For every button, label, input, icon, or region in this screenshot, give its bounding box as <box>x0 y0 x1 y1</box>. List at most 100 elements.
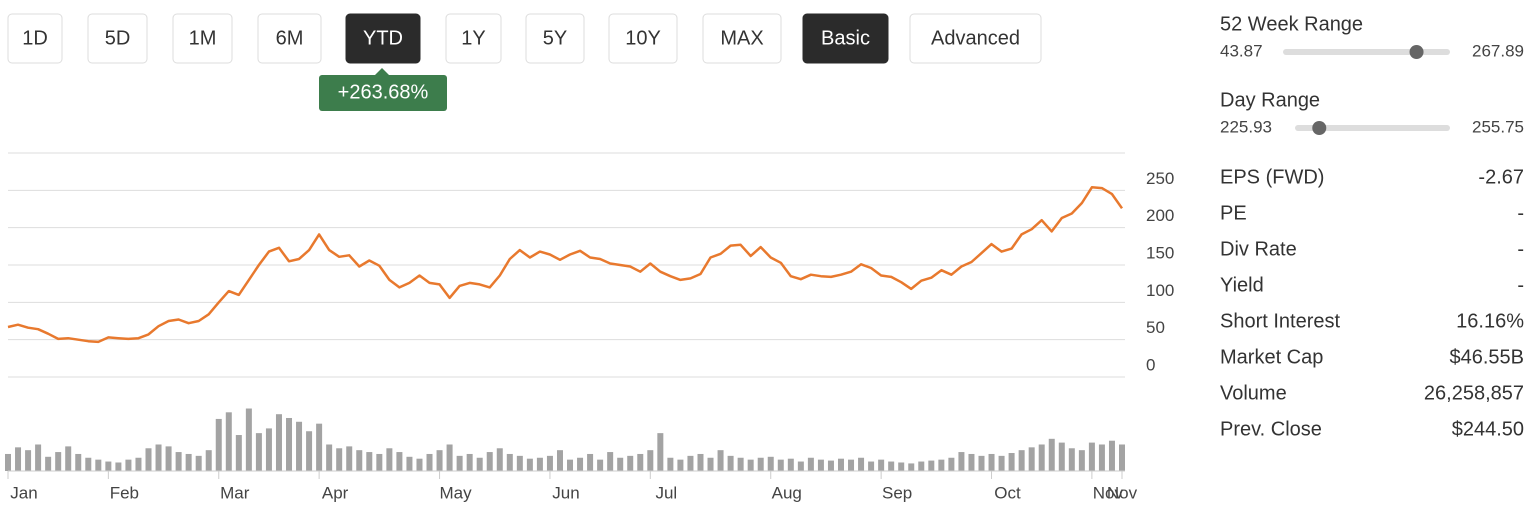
volume-bar <box>878 459 885 471</box>
button[interactable] <box>445 13 502 64</box>
x-tick-label: Feb <box>110 483 139 502</box>
stat-value: - <box>1517 238 1524 260</box>
x-tick-label: Apr <box>322 483 349 502</box>
volume-bar <box>446 444 453 471</box>
range-low: 43.87 <box>1220 41 1263 60</box>
stat-label: Short Interest <box>1220 310 1341 332</box>
volume-bar <box>135 457 142 471</box>
button[interactable] <box>608 13 678 64</box>
volume-bar <box>1088 442 1095 471</box>
volume-bar <box>1028 447 1035 471</box>
volume-bar <box>848 459 855 471</box>
volume-bar <box>306 431 313 471</box>
button-label[interactable]: 1Y <box>461 27 485 49</box>
volume-bar <box>737 457 744 471</box>
volume-bar <box>155 444 162 471</box>
button[interactable] <box>802 13 889 64</box>
volume-bar <box>436 450 443 471</box>
stat-label: EPS (FWD) <box>1220 166 1324 188</box>
volume-bar <box>898 462 905 471</box>
volume-bar <box>346 446 353 471</box>
volume-bar <box>456 455 463 471</box>
range-low: 225.93 <box>1220 117 1272 136</box>
button[interactable] <box>87 13 148 64</box>
volume-bar <box>145 448 152 471</box>
volume-bar <box>998 455 1005 471</box>
volume-bar <box>356 450 363 471</box>
button-label[interactable]: YTD <box>363 27 403 49</box>
volume-bar <box>496 448 503 471</box>
volume-bar <box>747 459 754 471</box>
volume-bar <box>577 457 584 471</box>
y-tick-label: 200 <box>1146 206 1174 225</box>
x-tick-label: Oct <box>994 483 1021 502</box>
button-label[interactable]: 5Y <box>543 27 567 49</box>
volume-bar <box>787 458 794 471</box>
volume-bar <box>918 461 925 471</box>
button-label[interactable]: 1M <box>189 27 217 49</box>
button[interactable] <box>525 13 585 64</box>
stat-value: 16.16% <box>1456 310 1524 332</box>
volume-bar <box>406 456 413 471</box>
volume-bar <box>476 457 483 471</box>
volume-bar <box>827 460 834 471</box>
volume-bar <box>255 433 262 471</box>
volume-bar <box>65 446 72 471</box>
volume-bar <box>396 452 403 471</box>
volume-bar <box>767 456 774 471</box>
stat-value: $46.55B <box>1449 346 1524 368</box>
volume-bar <box>536 457 543 471</box>
volume-bar <box>265 428 272 471</box>
button[interactable] <box>172 13 233 64</box>
stat-value: -2.67 <box>1478 166 1524 188</box>
volume-bar <box>868 461 875 471</box>
stat-label: Market Cap <box>1220 346 1323 368</box>
volume-bar <box>587 453 594 471</box>
stat-value: - <box>1517 274 1524 296</box>
volume-bar <box>486 452 493 471</box>
volume-bar <box>717 450 724 471</box>
stat-label: Yield <box>1220 274 1264 296</box>
volume-bar <box>707 457 714 471</box>
button-label[interactable]: 6M <box>276 27 304 49</box>
button-label[interactable]: 5D <box>105 27 131 49</box>
button[interactable] <box>909 13 1042 64</box>
volume-bar <box>115 462 122 471</box>
volume-bar <box>245 408 252 471</box>
badge-caret <box>375 68 389 75</box>
x-tick-label: Jan <box>10 483 37 502</box>
button[interactable] <box>7 13 63 64</box>
volume-bar <box>45 456 52 471</box>
volume-bar <box>55 452 62 471</box>
range-high: 267.89 <box>1472 41 1524 60</box>
volume-bar <box>466 453 473 471</box>
volume-bar <box>215 418 222 471</box>
x-tick-label: Sep <box>882 483 912 502</box>
volume-bar <box>637 453 644 471</box>
volume-bar <box>1048 438 1055 471</box>
button[interactable] <box>345 13 421 64</box>
volume-bar <box>376 453 383 471</box>
range-track <box>1283 49 1450 55</box>
button[interactable] <box>702 13 782 64</box>
button-label[interactable]: 1D <box>22 27 48 49</box>
button-label[interactable]: Advanced <box>931 27 1020 49</box>
button[interactable] <box>257 13 322 64</box>
volume-bar <box>165 446 172 471</box>
button-label[interactable]: MAX <box>720 27 763 49</box>
stat-value: 26,258,857 <box>1424 382 1524 404</box>
volume-bar <box>125 459 132 471</box>
x-tick-label: May <box>439 483 472 502</box>
range-marker <box>1409 45 1424 59</box>
stat-value: - <box>1517 202 1524 224</box>
y-tick-label: 50 <box>1146 318 1165 337</box>
y-tick-label: 150 <box>1146 243 1174 262</box>
volume-bar <box>1068 448 1075 471</box>
volume-bar <box>85 457 92 471</box>
volume-bar <box>546 455 553 471</box>
button-label[interactable]: Basic <box>821 27 870 49</box>
volume-bar <box>627 455 634 471</box>
button-label[interactable]: 10Y <box>625 27 661 49</box>
stat-value: $244.50 <box>1452 418 1524 440</box>
